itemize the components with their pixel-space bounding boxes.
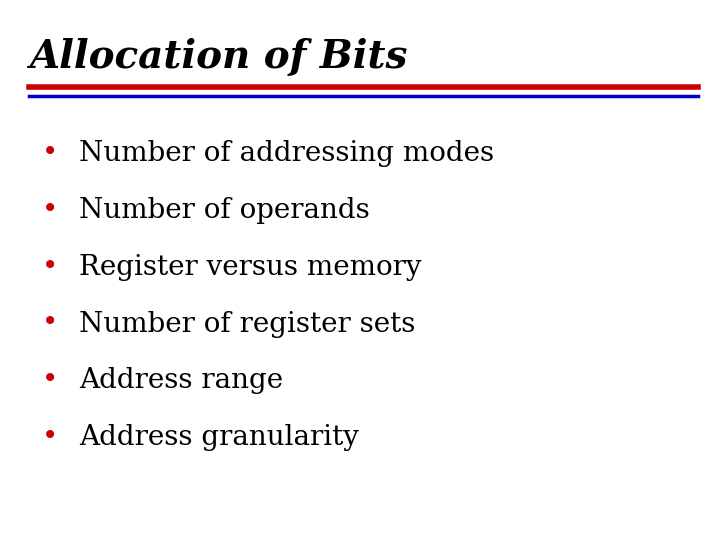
Text: Address granularity: Address granularity xyxy=(79,424,359,451)
Text: Number of addressing modes: Number of addressing modes xyxy=(79,140,495,167)
Text: •: • xyxy=(42,197,58,224)
Text: Register versus memory: Register versus memory xyxy=(79,254,422,281)
Text: Number of operands: Number of operands xyxy=(79,197,370,224)
Text: Address range: Address range xyxy=(79,367,284,394)
Text: Allocation of Bits: Allocation of Bits xyxy=(29,38,408,76)
Text: •: • xyxy=(42,367,58,394)
Text: •: • xyxy=(42,424,58,451)
Text: Number of register sets: Number of register sets xyxy=(79,310,415,338)
Text: •: • xyxy=(42,140,58,167)
Text: •: • xyxy=(42,310,58,338)
Text: •: • xyxy=(42,254,58,281)
